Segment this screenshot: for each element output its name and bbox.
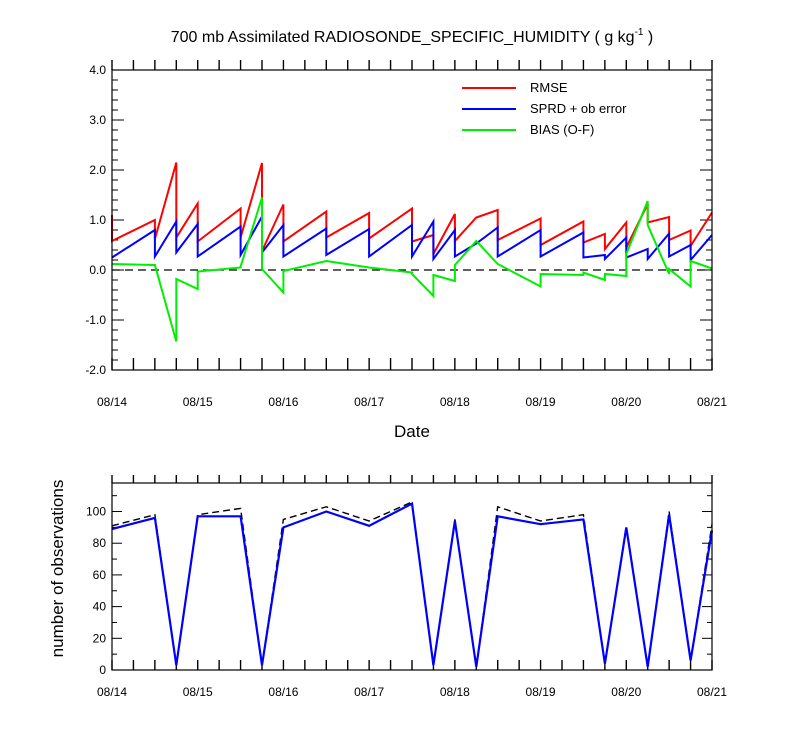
top-axis-labels: -2.0 -1.0 0.0 1.0 2.0 3.0 4.0 08/14 08/15 08/16 08…	[85, 63, 727, 409]
y-tick-label: 40	[93, 600, 107, 614]
top-panel: -2.0 -1.0 0.0 1.0 2.0 3.0 4.0 08/14 08/15 08/16 08…	[85, 60, 727, 441]
legend-label: BIAS (O-F)	[530, 122, 594, 137]
chart-title: 700 mb Assimilated RADIOSONDE_SPECIFIC_H…	[171, 27, 654, 46]
top-series-group	[111, 162, 713, 342]
x-tick-label: 08/16	[268, 685, 298, 699]
y-tick-label: 80	[93, 536, 107, 550]
y-tick-label: 0	[99, 663, 106, 677]
x-tick-label: 08/14	[97, 685, 127, 699]
x-tick-label: 08/18	[440, 685, 470, 699]
x-tick-label: 08/21	[697, 685, 727, 699]
x-tick-label: 08/19	[526, 395, 556, 409]
x-tick-label: 08/14	[97, 395, 127, 409]
legend: RMSE SPRD + ob error BIAS (O-F)	[462, 80, 627, 137]
bottom-panel: 0 20 40 60 80 100 08/14 08/15 08/16 08/17 08/18 08/…	[48, 475, 727, 699]
y-tick-label: 4.0	[89, 63, 106, 77]
y-tick-label: 60	[93, 568, 107, 582]
title-main: 700 mb Assimilated RADIOSONDE_SPECIFIC_H…	[171, 29, 635, 46]
y-tick-label: -1.0	[85, 313, 106, 327]
top-plot-frame	[111, 69, 713, 371]
x-axis-title: Date	[394, 422, 430, 441]
x-tick-label: 08/17	[354, 685, 384, 699]
bottom-plot-frame	[111, 482, 713, 671]
title-close: )	[643, 29, 653, 46]
y-tick-label: 100	[86, 505, 106, 519]
y-tick-label: 2.0	[89, 163, 106, 177]
bottom-axis-labels: 0 20 40 60 80 100 08/14 08/15 08/16 08/17 08/18 08/…	[86, 505, 727, 699]
legend-label: SPRD + ob error	[530, 101, 627, 116]
legend-label: RMSE	[530, 80, 568, 95]
bottom-series-group	[111, 500, 714, 667]
y-tick-label: 20	[93, 631, 107, 645]
x-tick-label: 08/21	[697, 395, 727, 409]
x-tick-label: 08/16	[268, 395, 298, 409]
x-tick-label: 08/17	[354, 395, 384, 409]
series-line-bias-o-f	[111, 197, 713, 342]
series-line-possible	[111, 500, 713, 667]
y-tick-label: 1.0	[89, 213, 106, 227]
x-tick-label: 08/20	[611, 395, 641, 409]
x-tick-label: 08/15	[183, 685, 213, 699]
y-axis-title: number of observations	[48, 480, 67, 658]
x-tick-label: 08/15	[183, 395, 213, 409]
x-tick-label: 08/19	[526, 685, 556, 699]
title-superscript: -1	[635, 27, 644, 38]
series-line-assimilated	[111, 501, 714, 667]
x-tick-label: 08/20	[611, 685, 641, 699]
x-tick-label: 08/18	[440, 395, 470, 409]
y-tick-label: 0.0	[89, 263, 106, 277]
y-tick-label: -2.0	[85, 363, 106, 377]
series-line-sprd-ob-error	[111, 212, 713, 263]
y-tick-label: 3.0	[89, 113, 106, 127]
